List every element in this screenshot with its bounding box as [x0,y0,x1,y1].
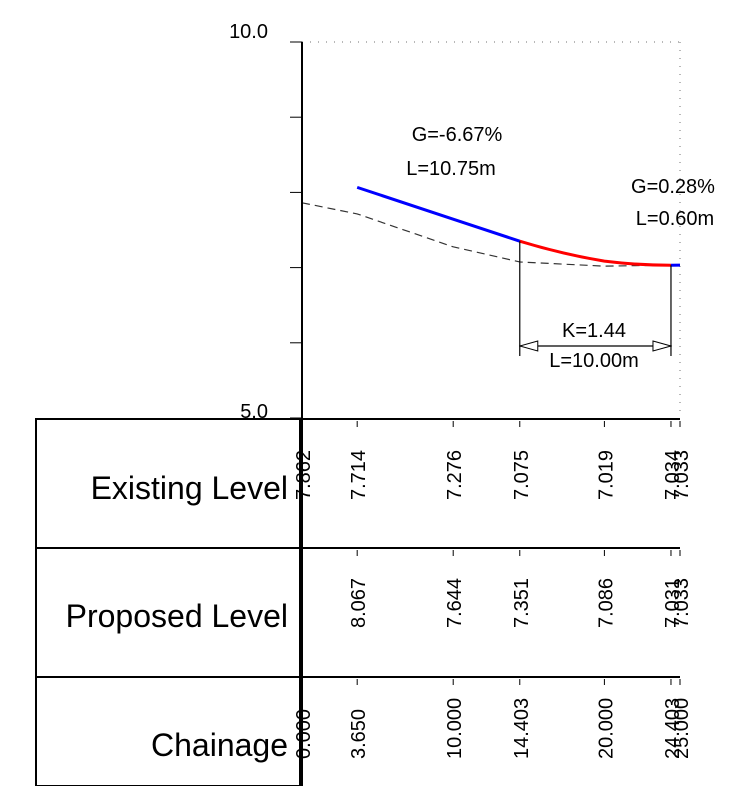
band-value: 8.067 [348,578,370,628]
y-axis-ticks [290,41,302,419]
band-table-frame [35,418,301,786]
band-table: Existing Level Proposed Level Chainage 7… [35,418,693,786]
band-value: 7.033 [671,450,693,500]
band-value: 10.000 [444,698,466,759]
band-value: 0.000 [293,709,315,759]
band-value: 7.351 [511,578,533,628]
y-axis-top-label: 10.0 [229,21,268,43]
band-value: 7.031 [662,578,684,628]
band-row-label-chainage: Chainage [151,727,288,763]
band-value: 25.000 [671,698,693,759]
band-value: 3.650 [348,709,370,759]
band-value: 7.862 [293,450,315,500]
band-value: 7.019 [595,450,617,500]
curve-dimension: K=1.44 L=10.00m [520,241,671,372]
y-axis-bottom-label: 5.0 [240,401,268,423]
grade-1-line [356,185,521,243]
grade-1-length-label: L=10.75m [406,158,496,180]
band-row-label-existing-level: Existing Level [91,470,288,506]
band-value: 7.714 [348,450,370,500]
grade-1-gradient-label: G=-6.67% [412,124,503,146]
band-value: 7.033 [671,578,693,628]
existing-ground-line [301,202,681,267]
band-value: 7.644 [444,578,466,628]
profile-frame: 10.0 5.0 [229,21,681,786]
band-value: 7.086 [595,578,617,628]
band-values: 7.862 7.714 7.276 7.075 7.019 7.0347.0338.067… [293,421,693,759]
grade-2-length-label: L=0.60m [636,208,714,230]
band-value: 14.403 [511,698,533,759]
grade-2-gradient-label: G=0.28% [631,176,715,198]
band-value: 7.075 [511,450,533,500]
vertical-curve-line [519,239,671,267]
band-row-label-proposed-level: Proposed Level [66,598,288,634]
curve-k-value: K=1.44 [562,320,626,342]
band-value: 20.000 [595,698,617,759]
band-value: 24.403 [662,698,684,759]
band-value: 7.276 [444,450,466,500]
band-value: 7.034 [662,450,684,500]
curve-length-value: L=10.00m [549,350,639,372]
